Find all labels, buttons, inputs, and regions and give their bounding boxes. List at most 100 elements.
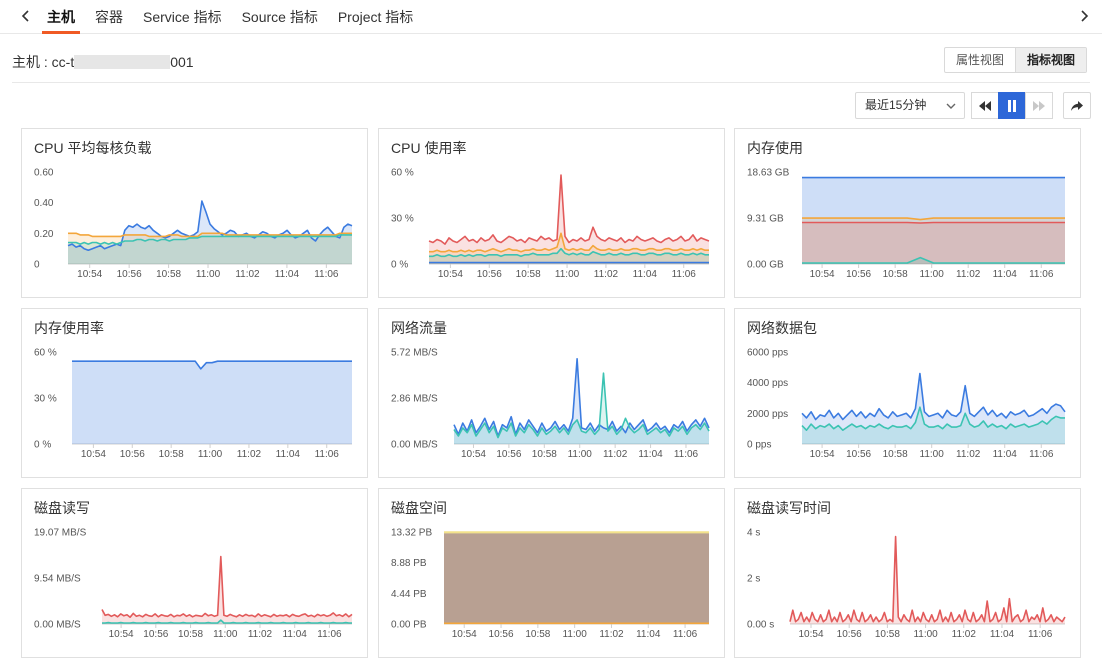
attribute-view-button[interactable]: 属性视图: [956, 53, 1005, 67]
host-name: 主机 : cc-t 001: [12, 52, 194, 72]
y-tick-label: 4.44 PB: [391, 589, 427, 600]
x-tick-label: 11:00: [563, 629, 588, 640]
series-line-1: [102, 619, 352, 624]
x-tick-label: 10:56: [143, 629, 168, 640]
x-tick-label: 11:02: [956, 449, 981, 460]
x-tick-label: 11:04: [633, 269, 658, 280]
chevron-down-icon: [946, 103, 956, 109]
series-line-2: [68, 234, 352, 245]
series-area-1: [444, 534, 709, 624]
x-tick-label: 11:00: [920, 449, 945, 460]
tab-source-metrics[interactable]: Source 指标: [241, 9, 318, 25]
chart-card-cpu-load[interactable]: CPU 平均每核负载 0.60 0.40 0.20 0 10:54 10:56 10:58 11…: [21, 128, 368, 298]
x-tick-label: 11:04: [636, 629, 661, 640]
chevron-right-icon[interactable]: [1074, 6, 1094, 26]
chart-title: 内存使用率: [34, 320, 104, 336]
x-tick-label: 11:04: [993, 269, 1018, 280]
chart-card-disk-space[interactable]: 磁盘空间 13.32 PB 8.88 PB 4.44 PB 0.00 PB 10:54 10…: [378, 488, 725, 658]
chart-card-disk-io[interactable]: 磁盘读写 19.07 MB/S 9.54 MB/S 0.00 MB/S 10:54 10:…: [21, 488, 368, 658]
host-name-prefix: 主机 : cc-t: [12, 54, 75, 70]
series-line-2: [802, 221, 1065, 224]
y-tick-label: 0 %: [391, 260, 408, 271]
y-tick-label: 0.00 GB: [747, 260, 784, 271]
x-tick-label: 10:54: [438, 269, 463, 280]
series-area-2: [68, 234, 352, 264]
chart-card-cpu-usage[interactable]: CPU 使用率 60 % 30 % 0 % 10:54 10:56 10:58 11:00 11…: [378, 128, 725, 298]
x-tick-label: 11:06: [674, 449, 699, 460]
share-button[interactable]: [1063, 92, 1091, 119]
series-line-1: [68, 232, 352, 238]
x-tick-label: 11:04: [283, 629, 308, 640]
series-line-1: [429, 232, 709, 253]
chart-card-memory-rate[interactable]: 内存使用率 60 % 30 % 0 % 10:54 10:56 10:58 11:00 11:0…: [21, 308, 368, 478]
chart-card-network-packets[interactable]: 网络数据包 6000 pps 4000 pps 2000 pps 0 pps 10:54 1…: [734, 308, 1081, 478]
x-tick-label: 11:06: [1029, 449, 1054, 460]
redacted-block: [74, 55, 171, 69]
chart-card-network-traffic[interactable]: 网络流量 5.72 MB/S 2.86 MB/S 0.00 MB/S 10:54 10:5…: [378, 308, 725, 478]
chart-title: 网络流量: [391, 320, 447, 336]
tab-service-metrics[interactable]: Service 指标: [143, 9, 222, 25]
x-tick-label: 11:02: [235, 269, 260, 280]
chevron-left-icon[interactable]: [16, 6, 36, 26]
series-line-0: [72, 360, 352, 370]
chart-card-memory-usage[interactable]: 内存使用 18.63 GB 9.31 GB 0.00 GB 10:54 10:56 10:5…: [734, 128, 1081, 298]
x-tick-label: 11:06: [672, 269, 697, 280]
time-range-select[interactable]: 最近15分钟: [855, 92, 965, 119]
rewind-button[interactable]: [971, 92, 999, 119]
series-line-0: [801, 372, 1066, 421]
x-tick-label: 10:58: [875, 629, 900, 640]
y-tick-label: 5.72 MB/S: [391, 348, 438, 359]
x-tick-label: 11:06: [314, 269, 339, 280]
x-tick-label: 11:02: [952, 629, 977, 640]
y-tick-label: 2.86 MB/S: [391, 394, 438, 405]
x-tick-label: 10:54: [109, 629, 134, 640]
x-tick-label: 10:56: [846, 449, 871, 460]
x-tick-label: 11:06: [315, 449, 340, 460]
series-area-1: [802, 218, 1065, 264]
x-tick-label: 11:00: [913, 629, 938, 640]
x-tick-label: 11:04: [275, 269, 300, 280]
x-tick-label: 11:04: [990, 629, 1015, 640]
chart-title: CPU 使用率: [391, 140, 467, 156]
series-area-2: [429, 248, 709, 264]
x-tick-label: 11:02: [599, 629, 624, 640]
x-tick-label: 10:56: [837, 629, 862, 640]
tab-list: 主机 容器 Service 指标 Source 指标 Project 指标: [42, 0, 428, 34]
x-tick-label: 10:58: [532, 449, 557, 460]
y-tick-label: 4000 pps: [747, 378, 788, 389]
series-area-0: [802, 177, 1065, 264]
divider: [12, 82, 1090, 83]
x-tick-label: 10:58: [178, 629, 203, 640]
x-tick-label: 10:58: [525, 629, 550, 640]
tab-bar: 主机 容器 Service 指标 Source 指标 Project 指标: [0, 0, 1102, 34]
x-tick-label: 10:58: [883, 269, 908, 280]
chart-title: 磁盘空间: [391, 500, 447, 516]
x-tick-label: 10:54: [461, 449, 486, 460]
series-line-0: [789, 535, 1066, 623]
y-tick-label: 4 s: [747, 528, 760, 539]
chart-title: 网络数据包: [747, 320, 817, 336]
x-tick-label: 10:56: [120, 449, 145, 460]
x-tick-label: 10:56: [477, 269, 502, 280]
fast-forward-button[interactable]: [1025, 92, 1053, 119]
x-tick-label: 11:02: [248, 629, 273, 640]
y-tick-label: 0.60: [34, 168, 54, 179]
tab-project-metrics[interactable]: Project 指标: [337, 9, 414, 25]
series-line-3: [802, 256, 1065, 264]
x-tick-label: 11:00: [568, 449, 593, 460]
x-tick-label: 11:06: [317, 629, 342, 640]
time-range-value: 最近15分钟: [865, 98, 927, 112]
x-tick-label: 11:00: [196, 269, 221, 280]
pause-button[interactable]: [998, 92, 1026, 119]
x-tick-label: 11:02: [594, 269, 619, 280]
chart-plot: 5.72 MB/S 2.86 MB/S 0.00 MB/S 10:54 10:56 10:…: [391, 348, 710, 460]
series-area-0: [790, 536, 1065, 624]
x-tick-label: 11:04: [638, 449, 663, 460]
tab-host[interactable]: 主机: [42, 0, 80, 34]
chart-card-disk-io-time[interactable]: 磁盘读写时间 4 s 2 s 0.00 s 10:54 10:56 10:58 11:00 11…: [734, 488, 1081, 658]
host-name-suffix: 001: [170, 54, 194, 70]
y-tick-label: 0: [34, 260, 40, 271]
view-toggle: 属性视图 指标视图: [944, 47, 1088, 73]
metric-view-button[interactable]: 指标视图: [1015, 48, 1087, 72]
tab-container[interactable]: 容器: [95, 9, 123, 25]
